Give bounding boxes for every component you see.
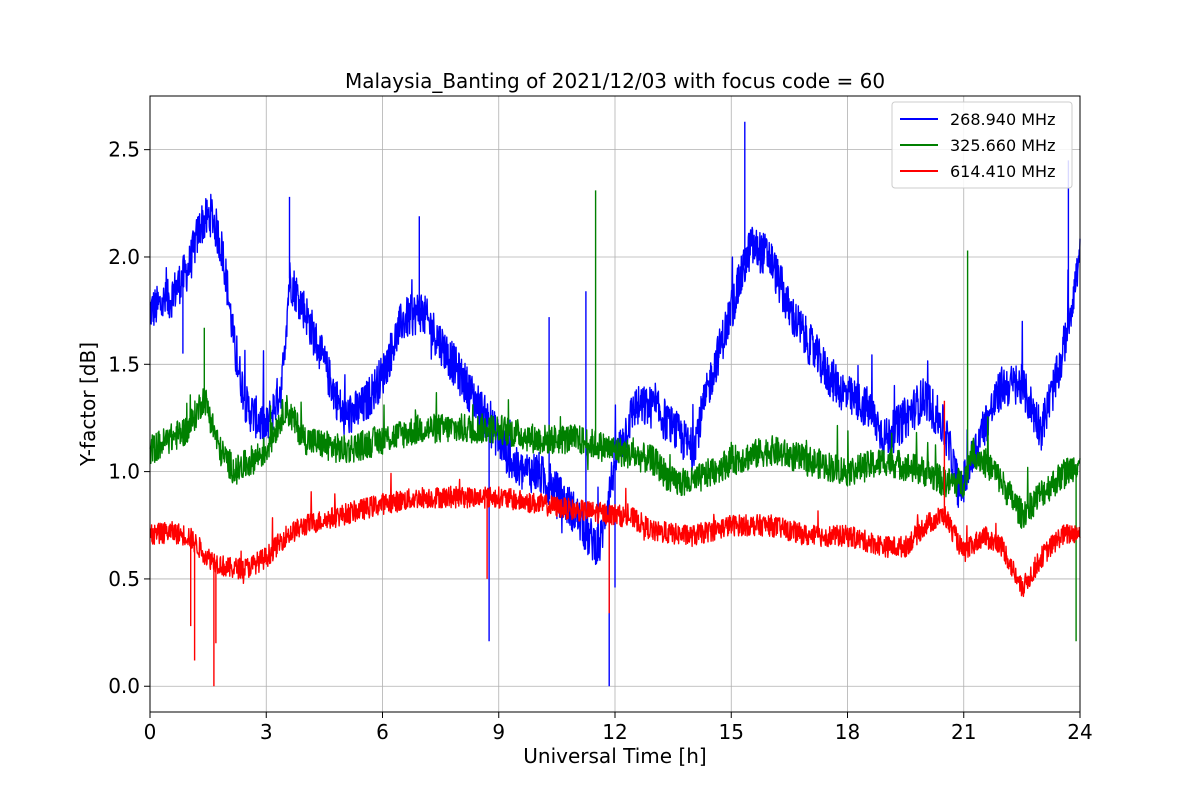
y-axis-label: Y-factor [dB]	[76, 342, 100, 467]
legend-box	[891, 101, 1073, 189]
x-tick-label: 12	[602, 720, 627, 744]
chart-title: Malaysia_Banting of 2021/12/03 with focu…	[345, 69, 885, 93]
series-line-325-660-mhz	[149, 190, 1081, 642]
y-tick-label: 2.5	[108, 138, 140, 162]
y-tick-label: 1.0	[108, 460, 140, 484]
axis-ticks: 0 3 6 9 12 15 18 21 24 0.0 0.5 1.0 1.5 2.0 2.5	[108, 138, 1093, 744]
x-axis-label: Universal Time [h]	[523, 744, 706, 768]
x-tick-label: 0	[144, 720, 157, 744]
x-tick-label: 24	[1067, 720, 1092, 744]
legend: 268.940 MHz 325.660 MHz 614.410 MHz	[891, 101, 1073, 189]
x-tick-label: 21	[951, 720, 976, 744]
x-tick-label: 6	[376, 720, 389, 744]
y-tick-label: 0.0	[108, 674, 140, 698]
legend-label-268-940: 268.940 MHz	[950, 110, 1055, 129]
legend-label-325-660: 325.660 MHz	[950, 136, 1055, 155]
x-tick-label: 3	[260, 720, 273, 744]
x-tick-label: 9	[492, 720, 505, 744]
x-tick-label: 15	[719, 720, 744, 744]
y-tick-label: 0.5	[108, 567, 140, 591]
series-line-614-410-mhz	[149, 400, 1081, 687]
x-tick-label: 18	[835, 720, 860, 744]
y-tick-label: 2.0	[108, 245, 140, 269]
legend-label-614-410: 614.410 MHz	[950, 162, 1055, 181]
grid	[149, 96, 1081, 712]
y-tick-label: 1.5	[108, 352, 140, 376]
series-lines	[149, 121, 1081, 687]
